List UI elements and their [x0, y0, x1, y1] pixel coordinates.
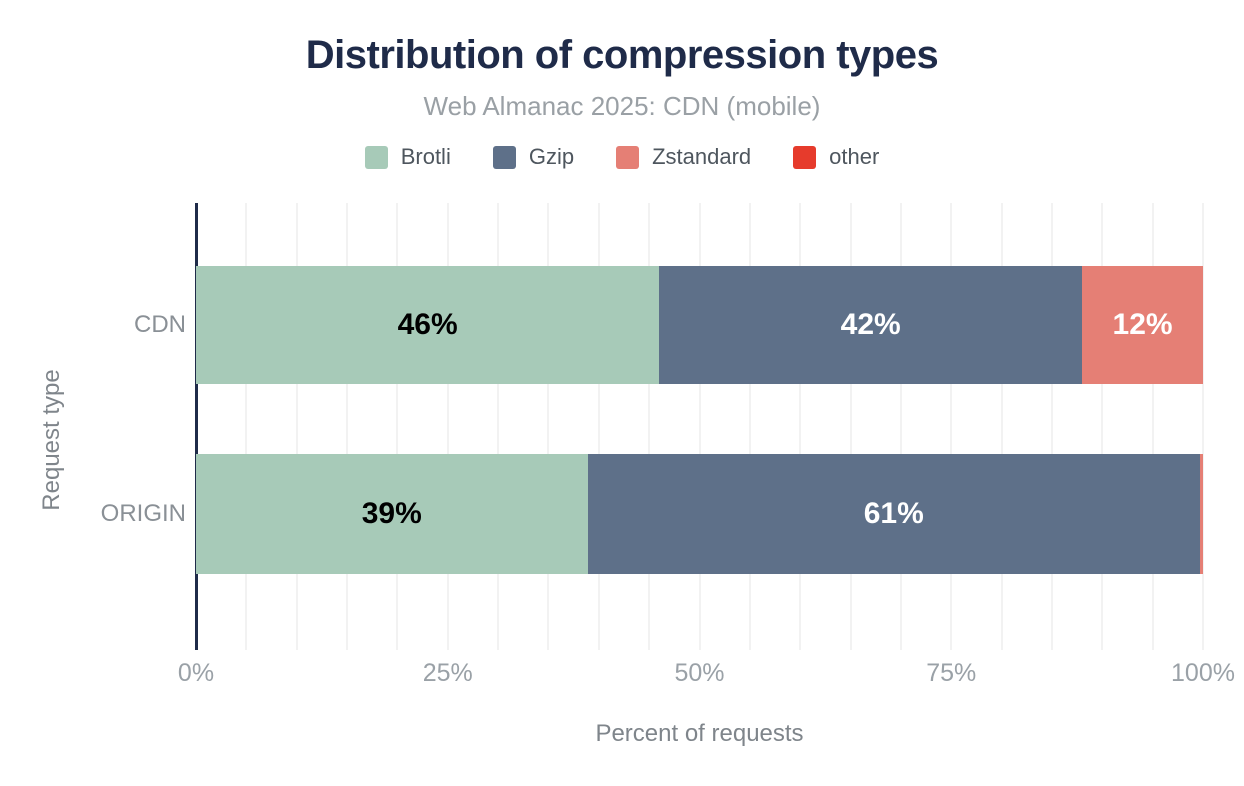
gridline [547, 203, 550, 650]
legend: Brotli Gzip Zstandard other [0, 144, 1244, 170]
gridline [799, 203, 802, 650]
legend-item-brotli[interactable]: Brotli [364, 144, 451, 170]
gridline [597, 203, 600, 650]
gridline [346, 203, 349, 650]
y-category-label-origin: ORIGIN [100, 500, 186, 527]
gridline [1101, 203, 1104, 650]
gridline [1151, 203, 1154, 650]
bar-segment-brotli-cdn[interactable]: 46% [196, 266, 660, 384]
bar-value-label: 61% [863, 497, 924, 530]
gridline [698, 203, 701, 650]
plot-area: 46% 42% 12% 39% 61% [195, 203, 1204, 650]
legend-label: other [829, 144, 880, 169]
legend-swatch-icon [616, 145, 640, 169]
legend-item-gzip[interactable]: Gzip [492, 144, 575, 170]
bar-value-label: 12% [1112, 308, 1173, 341]
x-tick-label: 0% [177, 659, 215, 687]
legend-label: Gzip [528, 144, 575, 169]
chart-title: Distribution of compression types [305, 33, 939, 77]
bar-segment-zstandard-cdn[interactable]: 12% [1082, 266, 1203, 384]
bar-origin: 39% 61% [196, 454, 1203, 574]
gridline [648, 203, 651, 650]
chart-subtitle: Web Almanac 2025: CDN (mobile) [423, 91, 821, 121]
bar-value-label: 46% [397, 308, 458, 341]
bar-segment-gzip-cdn[interactable]: 42% [659, 266, 1083, 384]
gridline [1202, 203, 1204, 650]
gridline [446, 203, 449, 650]
x-tick-label: 25% [422, 659, 473, 687]
y-axis-line [195, 203, 198, 650]
x-tick-label: 100% [1171, 659, 1235, 687]
legend-swatch-icon [492, 145, 516, 169]
x-axis-title: Percent of requests [595, 720, 804, 747]
legend-item-zstandard[interactable]: Zstandard [616, 144, 751, 170]
x-tick-label: 50% [674, 659, 725, 687]
legend-swatch-icon [793, 145, 817, 169]
gridline [899, 203, 902, 650]
gridline [497, 203, 500, 650]
gridline [295, 203, 298, 650]
bar-cdn: 46% 42% 12% [196, 266, 1203, 384]
bar-value-label: 39% [361, 497, 422, 530]
gridline [849, 203, 852, 650]
legend-item-other[interactable]: other [793, 144, 879, 170]
bar-value-label: 42% [840, 308, 901, 341]
bar-segment-zstandard-origin[interactable] [1199, 454, 1203, 574]
y-category-label-cdn: CDN [134, 311, 186, 338]
legend-label: Zstandard [652, 144, 752, 169]
gridline [396, 203, 399, 650]
legend-label: Brotli [400, 144, 451, 169]
gridline [245, 203, 248, 650]
gridline [1000, 203, 1003, 650]
gridline [1050, 203, 1053, 650]
legend-swatch-icon [364, 145, 388, 169]
gridline [748, 203, 751, 650]
x-tick-label: 75% [926, 659, 977, 687]
bar-segment-brotli-origin[interactable]: 39% [196, 454, 588, 574]
gridline [950, 203, 953, 650]
y-axis-title: Request type [38, 369, 65, 511]
bar-segment-gzip-origin[interactable]: 61% [587, 454, 1200, 574]
